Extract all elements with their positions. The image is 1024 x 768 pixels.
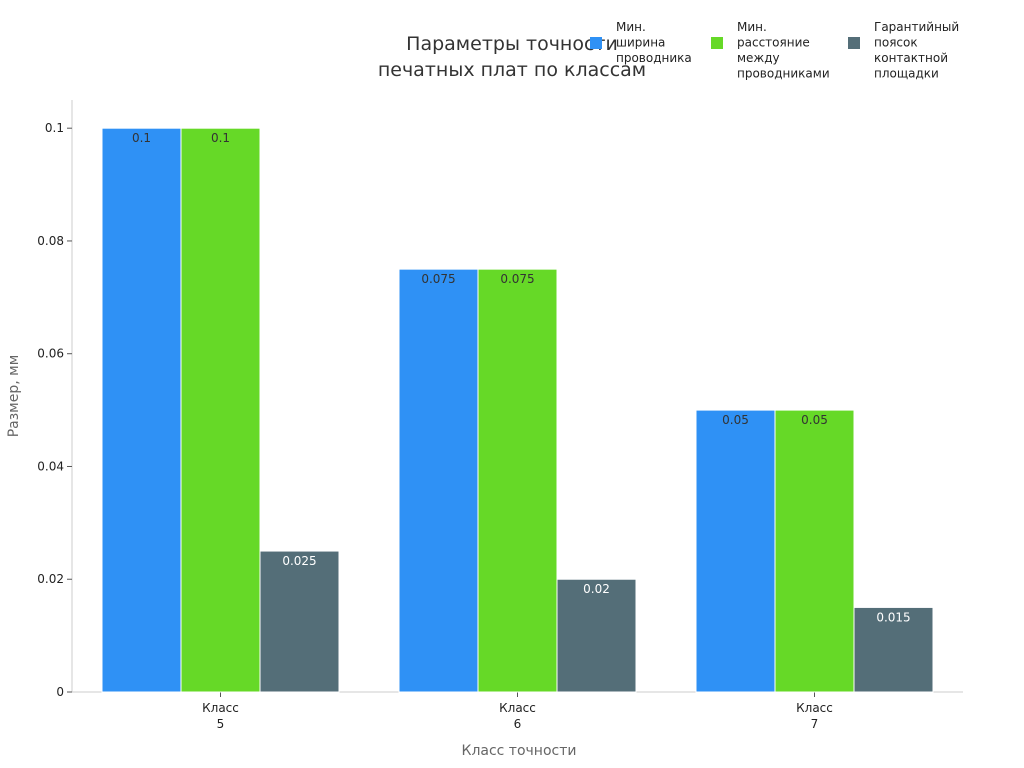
legend-label: проводника — [616, 51, 692, 65]
x-tick-label: 7 — [811, 717, 819, 731]
x-tick-label: Класс — [202, 701, 239, 715]
bar-value-label: 0.1 — [211, 131, 230, 145]
legend-label: поясок — [874, 36, 918, 50]
bar — [398, 268, 479, 693]
bar-value-label: 0.025 — [282, 554, 316, 568]
legend-label: ширина — [616, 36, 665, 50]
bar — [259, 550, 340, 693]
bar — [774, 409, 855, 693]
legend-label: Гарантийный — [874, 20, 959, 34]
bar-value-label: 0.075 — [421, 272, 455, 286]
x-tick-label: Класс — [499, 701, 536, 715]
y-tick-label: 0.08 — [37, 234, 64, 248]
legend-label: площадки — [874, 67, 939, 81]
x-axis-label: Класс точности — [462, 743, 577, 759]
bar — [101, 127, 182, 693]
y-tick-label: 0.02 — [37, 572, 64, 586]
bar-value-label: 0.05 — [801, 413, 828, 427]
bar-value-label: 0.1 — [132, 131, 151, 145]
x-tick-label: 5 — [217, 717, 225, 731]
y-tick-label: 0.1 — [45, 121, 64, 135]
bar-value-label: 0.02 — [583, 582, 610, 596]
legend-label: контактной — [874, 51, 948, 65]
bar — [853, 606, 934, 693]
legend-label: Мин. — [737, 20, 767, 34]
bar — [695, 409, 776, 693]
chart-title-line-2: печатных плат по классам — [378, 59, 646, 81]
x-tick-label: Класс — [796, 701, 833, 715]
bar — [477, 268, 558, 693]
legend-label: проводниками — [737, 67, 830, 81]
y-tick-label: 0.06 — [37, 347, 64, 361]
legend-swatch — [848, 37, 860, 49]
bar-value-label: 0.075 — [500, 272, 534, 286]
bar — [556, 578, 637, 693]
y-tick-label: 0.04 — [37, 459, 64, 473]
legend-swatch — [590, 37, 602, 49]
bar — [180, 127, 261, 693]
legend-label: между — [737, 51, 780, 65]
chart-title: Параметры точности печатных плат по клас… — [378, 33, 646, 81]
legend-label: расстояние — [737, 36, 810, 50]
x-tick-label: 6 — [514, 717, 522, 731]
legend-swatch — [711, 37, 723, 49]
y-tick-label: 0 — [56, 685, 64, 699]
bars: 0.1 0.1 0.025 0.075 0.075 0.02 0.05 0.05 0.015 — [101, 127, 934, 693]
y-axis-label: Размер, мм — [6, 355, 22, 438]
legend-label: Мин. — [616, 20, 646, 34]
bar-value-label: 0.05 — [722, 413, 749, 427]
bar-value-label: 0.015 — [876, 610, 910, 624]
chart-title-line-1: Параметры точности — [406, 33, 618, 55]
